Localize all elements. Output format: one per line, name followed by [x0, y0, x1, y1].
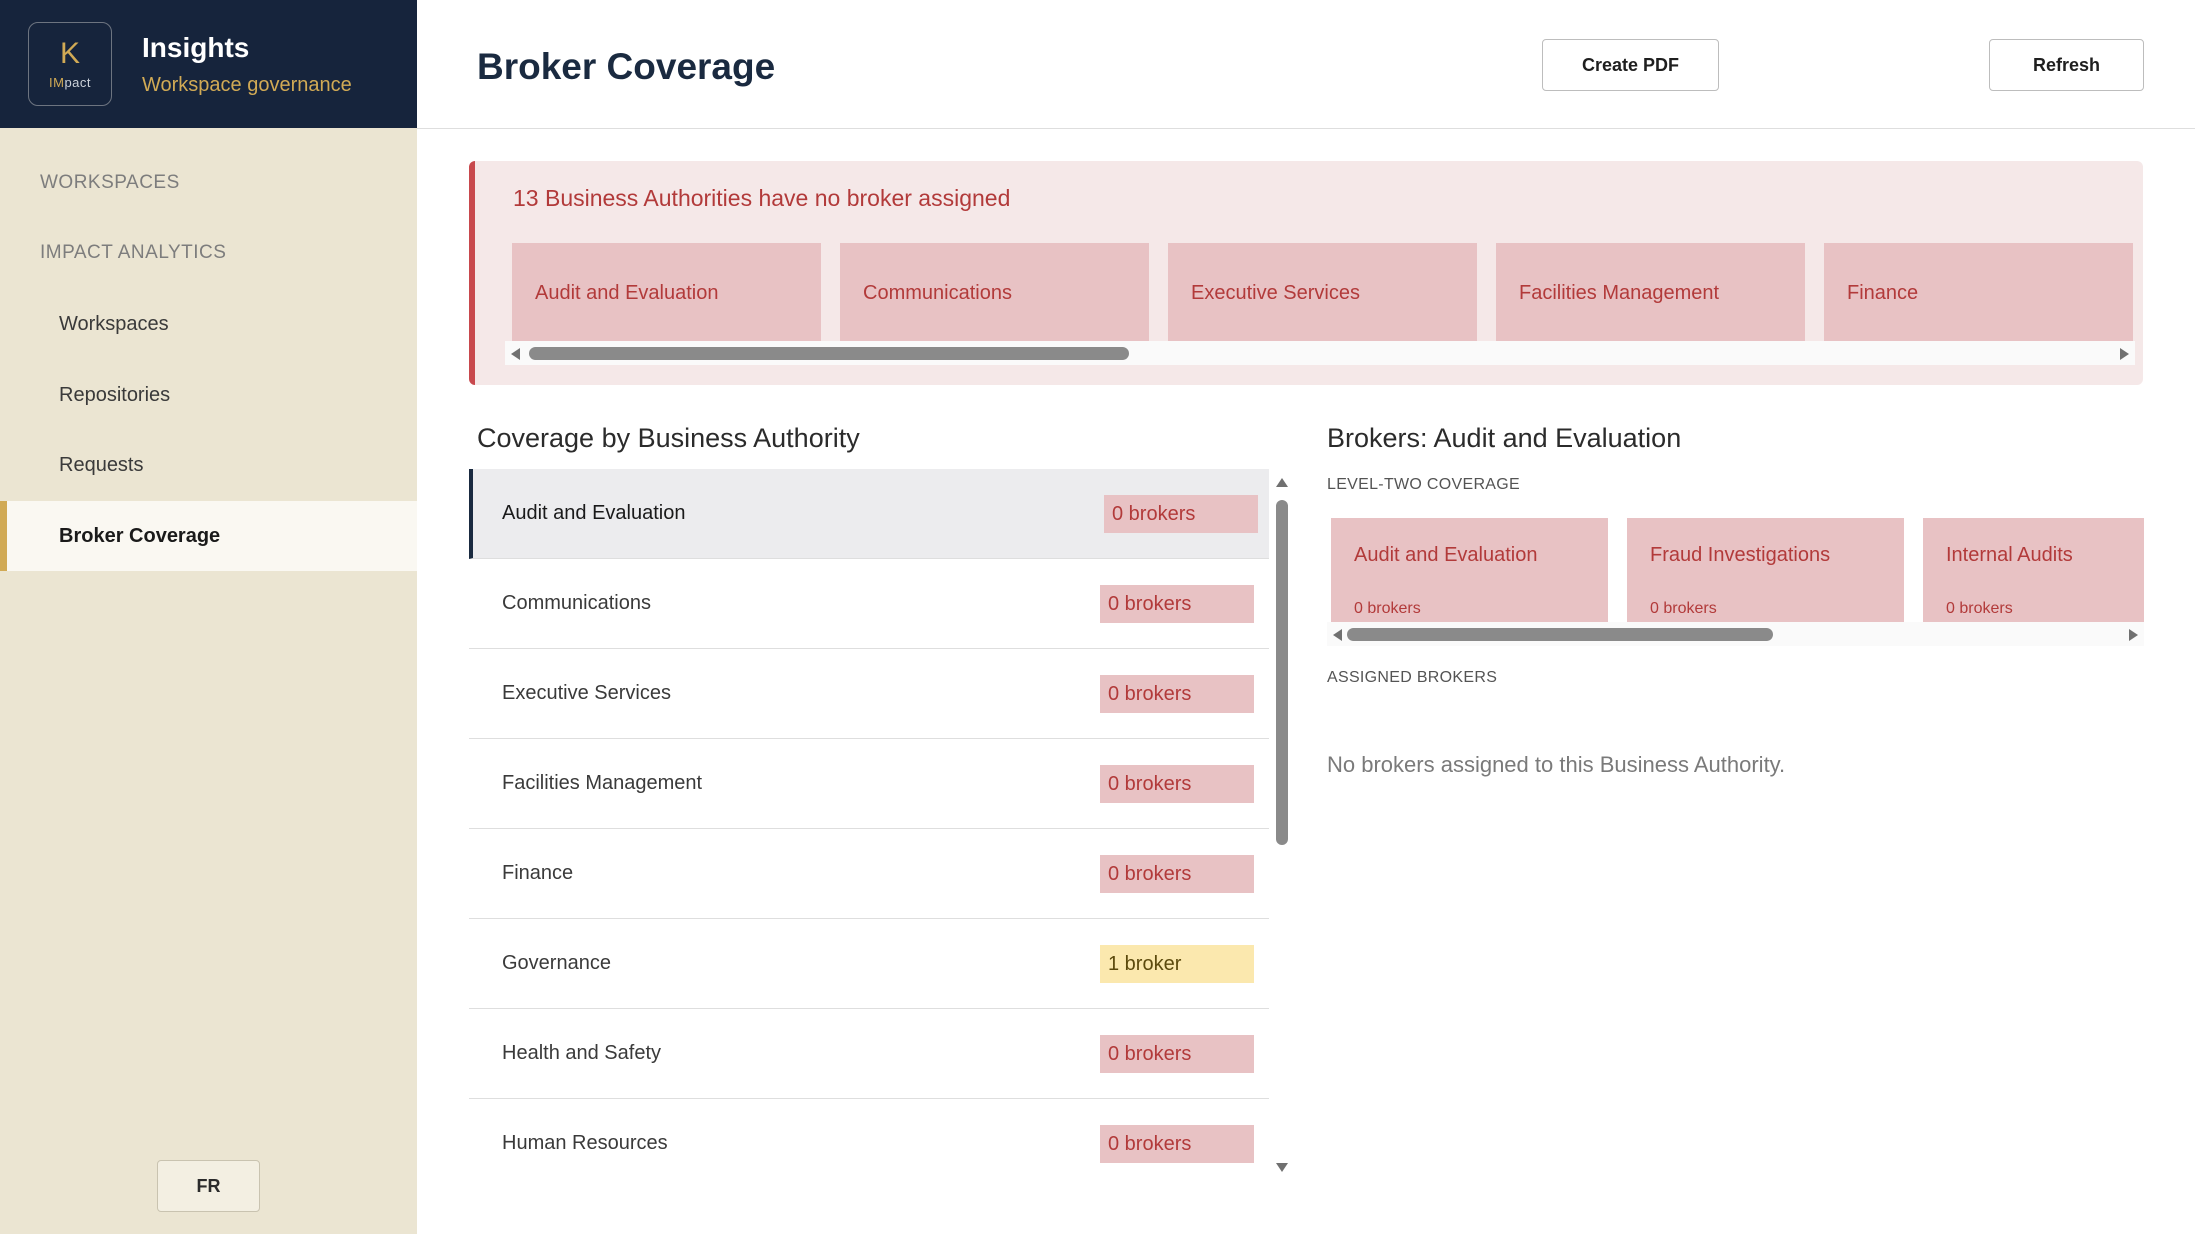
scroll-left-icon[interactable]: [1333, 629, 1342, 641]
table-row[interactable]: Governance 1 broker: [469, 919, 1269, 1009]
level-two-card-name: Audit and Evaluation: [1354, 544, 1538, 566]
table-row[interactable]: Audit and Evaluation 0 brokers: [469, 469, 1269, 559]
level-two-card-count: 0 brokers: [1946, 600, 2013, 617]
scrollbar-thumb[interactable]: [529, 347, 1129, 360]
logo-wordmark: IMpact: [48, 74, 92, 90]
app-logo[interactable]: K IMpact: [28, 22, 112, 106]
scroll-right-icon[interactable]: [2120, 348, 2129, 360]
broker-count-badge: 0 brokers: [1100, 585, 1254, 623]
authority-name: Audit and Evaluation: [502, 502, 686, 524]
app-title: Insights: [142, 31, 250, 63]
level-two-card[interactable]: Audit and Evaluation 0 brokers: [1331, 518, 1608, 622]
broker-count-badge: 0 brokers: [1100, 765, 1254, 803]
level-two-card[interactable]: Fraud Investigations 0 brokers: [1627, 518, 1904, 622]
sidebar-item-repositories[interactable]: Repositories: [59, 383, 171, 406]
scroll-left-icon[interactable]: [511, 348, 520, 360]
coverage-vertical-scrollbar[interactable]: [1272, 469, 1292, 1181]
alert-card[interactable]: Audit and Evaluation: [512, 243, 821, 343]
authority-name: Facilities Management: [502, 772, 703, 794]
scrollbar-thumb[interactable]: [1276, 500, 1288, 845]
nav-section-impact-analytics[interactable]: IMPACT ANALYTICS: [40, 242, 227, 263]
broker-count-badge: 0 brokers: [1100, 1125, 1254, 1163]
coverage-list: Audit and Evaluation 0 brokers Communica…: [469, 469, 1269, 1181]
brokers-section-title: Brokers: Audit and Evaluation: [1327, 423, 1682, 453]
empty-state-message: No brokers assigned to this Business Aut…: [1327, 752, 1786, 777]
brand-header: K IMpact Insights Workspace governance: [0, 0, 417, 128]
level-two-card-name: Internal Audits: [1946, 544, 2073, 566]
assigned-brokers-label: ASSIGNED BROKERS: [1327, 669, 1498, 686]
alert-card[interactable]: Finance: [1824, 243, 2133, 343]
broker-count-badge: 0 brokers: [1100, 1035, 1254, 1073]
alert-horizontal-scrollbar[interactable]: [505, 341, 2135, 365]
table-row[interactable]: Facilities Management 0 brokers: [469, 739, 1269, 829]
authority-name: Human Resources: [502, 1132, 668, 1154]
alert-title: 13 Business Authorities have no broker a…: [513, 185, 1011, 211]
authority-name: Communications: [502, 592, 651, 614]
page-header: Broker Coverage Create PDF Refresh: [417, 0, 2195, 129]
broker-count-badge: 0 brokers: [1100, 855, 1254, 893]
scrollbar-thumb[interactable]: [1347, 628, 1773, 641]
table-row[interactable]: Communications 0 brokers: [469, 559, 1269, 649]
sidebar-item-broker-coverage[interactable]: Broker Coverage: [0, 501, 417, 571]
sidebar: K IMpact Insights Workspace governance W…: [0, 0, 417, 1234]
broker-count-badge: 1 broker: [1100, 945, 1254, 983]
broker-count-badge: 0 brokers: [1104, 495, 1258, 533]
logo-letter: K: [59, 36, 80, 70]
scroll-up-icon[interactable]: [1276, 478, 1288, 487]
alert-card[interactable]: Facilities Management: [1496, 243, 1805, 343]
level-two-coverage-label: LEVEL-TWO COVERAGE: [1327, 476, 1520, 493]
language-toggle-button[interactable]: FR: [157, 1160, 260, 1212]
authority-name: Governance: [502, 952, 611, 974]
level-two-card-count: 0 brokers: [1354, 600, 1421, 617]
scroll-down-icon[interactable]: [1276, 1163, 1288, 1172]
table-row[interactable]: Health and Safety 0 brokers: [469, 1009, 1269, 1099]
no-broker-alert: 13 Business Authorities have no broker a…: [469, 161, 2143, 385]
table-row[interactable]: Finance 0 brokers: [469, 829, 1269, 919]
alert-card-strip: Audit and Evaluation Communications Exec…: [512, 243, 2135, 343]
level-two-card-name: Fraud Investigations: [1650, 544, 1831, 566]
table-row[interactable]: Human Resources 0 brokers: [469, 1099, 1269, 1181]
level-two-horizontal-scrollbar[interactable]: [1327, 622, 2144, 646]
broker-count-badge: 0 brokers: [1100, 675, 1254, 713]
level-two-card-strip: Audit and Evaluation 0 brokers Fraud Inv…: [1331, 518, 2144, 622]
coverage-section-title: Coverage by Business Authority: [477, 423, 860, 453]
app-subtitle: Workspace governance: [142, 73, 352, 96]
level-two-card[interactable]: Internal Audits 0 brokers: [1923, 518, 2144, 622]
level-two-card-count: 0 brokers: [1650, 600, 1717, 617]
create-pdf-button[interactable]: Create PDF: [1542, 39, 1719, 91]
authority-name: Executive Services: [502, 682, 671, 704]
authority-name: Health and Safety: [502, 1042, 661, 1064]
nav-section-workspaces[interactable]: WORKSPACES: [40, 172, 180, 193]
scroll-right-icon[interactable]: [2129, 629, 2138, 641]
sidebar-item-requests[interactable]: Requests: [59, 453, 144, 476]
sidebar-item-workspaces[interactable]: Workspaces: [59, 312, 169, 335]
refresh-button[interactable]: Refresh: [1989, 39, 2144, 91]
authority-name: Finance: [502, 862, 574, 884]
alert-card[interactable]: Executive Services: [1168, 243, 1477, 343]
alert-card[interactable]: Communications: [840, 243, 1149, 343]
table-row[interactable]: Executive Services 0 brokers: [469, 649, 1269, 739]
page-title: Broker Coverage: [477, 46, 776, 87]
